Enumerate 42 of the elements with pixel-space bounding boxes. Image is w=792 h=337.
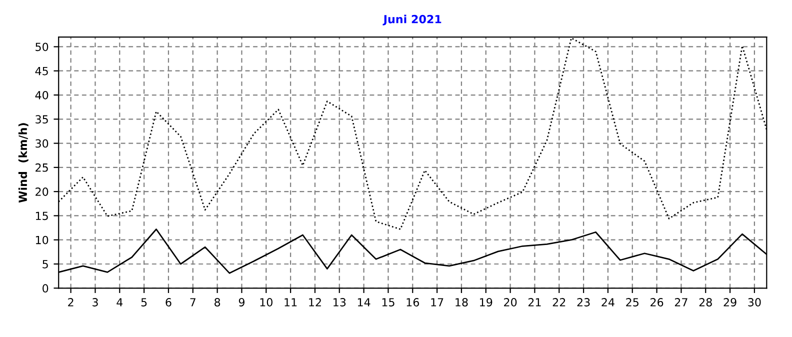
x-tick-label: 19 — [480, 298, 492, 306]
x-tick-label: 13 — [334, 298, 346, 306]
y-tick-label: 0 — [42, 284, 48, 293]
x-tick-label: 28 — [699, 298, 712, 306]
y-axis-title: Wind (km/h) — [18, 123, 28, 203]
y-tick-label: 45 — [35, 66, 48, 76]
chart-title: Juni 2021 — [382, 14, 442, 26]
x-tick-label: 8 — [214, 298, 220, 306]
x-tick-label: 10 — [260, 298, 272, 306]
y-tick-label: 15 — [36, 212, 48, 220]
x-tick-label: 9 — [238, 298, 244, 306]
x-tick-label: 14 — [358, 298, 370, 306]
x-tick-label: 11 — [284, 298, 297, 306]
x-tick-label: 5 — [141, 298, 147, 306]
x-tick-label: 29 — [724, 298, 736, 306]
x-tick-label: 16 — [406, 298, 419, 306]
y-tick-label: 30 — [36, 139, 48, 148]
y-tick-label: 20 — [36, 188, 48, 196]
x-tick-label: 24 — [602, 298, 614, 306]
y-tick-label: 10 — [36, 236, 48, 244]
x-tick-label: 22 — [552, 298, 566, 306]
x-tick-label: 17 — [431, 298, 444, 306]
y-tick-label: 25 — [36, 163, 48, 172]
x-tick-label: 15 — [382, 298, 394, 306]
x-tick-label: 27 — [674, 298, 688, 306]
x-tick-label: 4 — [116, 298, 123, 306]
x-tick-label: 20 — [504, 298, 517, 306]
y-tick-label: 40 — [35, 90, 48, 100]
x-tick-label: 18 — [456, 298, 468, 306]
y-tick-label: 50 — [36, 42, 48, 52]
x-tick-label: 12 — [309, 298, 321, 306]
x-tick-label: 25 — [626, 298, 638, 306]
x-tick-label: 30 — [748, 298, 761, 306]
x-tick-label: 2 — [68, 298, 74, 306]
y-tick-label: 5 — [42, 260, 48, 268]
x-tick-label: 23 — [577, 298, 590, 306]
x-tick-label: 21 — [528, 298, 541, 306]
x-tick-label: 6 — [166, 298, 172, 306]
x-tick-label: 7 — [190, 298, 196, 306]
x-tick-label: 3 — [92, 298, 98, 306]
x-tick-label: 26 — [650, 298, 664, 306]
y-tick-label: 35 — [36, 115, 48, 124]
